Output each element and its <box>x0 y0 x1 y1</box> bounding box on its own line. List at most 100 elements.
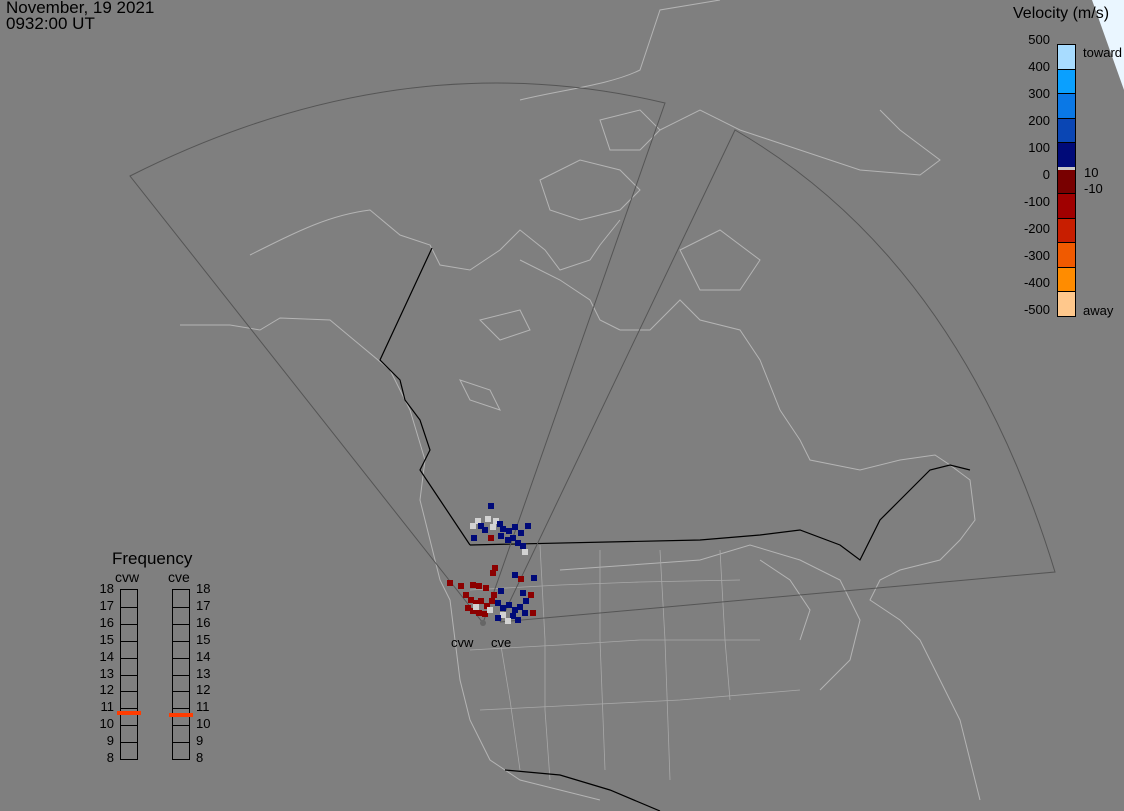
velocity-cell <box>463 592 469 598</box>
velocity-cell <box>520 543 526 549</box>
radar-fields-of-view <box>129 82 1056 624</box>
velocity-cell <box>473 604 479 610</box>
velocity-tick: 200 <box>1028 113 1050 128</box>
velocity-cell <box>510 613 516 619</box>
velocity-cell <box>528 592 534 598</box>
velocity-cell <box>495 615 501 621</box>
radar-label-cvw: cvw <box>451 635 474 650</box>
velocity-cell <box>522 549 528 555</box>
frequency-gridline <box>121 674 137 676</box>
velocity-cell <box>468 597 474 603</box>
frequency-title: Frequency <box>112 549 193 568</box>
frequency-tick: 12 <box>196 682 211 698</box>
frequency-gridline <box>173 742 189 744</box>
velocity-tick: 500 <box>1028 32 1050 47</box>
colorbar-segment <box>1058 118 1075 143</box>
frequency-gridline <box>121 606 137 608</box>
velocity-cell <box>518 530 524 536</box>
velocity-cell <box>530 610 536 616</box>
velocity-cell <box>497 521 503 527</box>
cve-fov <box>499 129 1056 623</box>
velocity-cell <box>510 535 516 541</box>
frequency-tick: 8 <box>106 750 114 765</box>
frequency-indicator-cve <box>169 712 193 717</box>
velocity-cell <box>498 533 504 539</box>
frequency-tick: 11 <box>100 699 115 715</box>
neg-threshold-label: -10 <box>1084 181 1103 196</box>
frequency-tick: 14 <box>196 648 211 664</box>
velocity-cell <box>485 516 491 522</box>
velocity-cell <box>491 592 497 598</box>
velocity-cell <box>473 600 479 606</box>
frequency-tick: 10 <box>196 716 211 732</box>
colorbar-segment <box>1058 143 1075 167</box>
colorbar-segment <box>1058 243 1075 268</box>
velocity-cell <box>470 608 476 614</box>
cvw-fov <box>129 82 666 624</box>
velocity-scale-title: Velocity (m/s) <box>1013 5 1110 22</box>
velocity-colorbar <box>1057 44 1076 317</box>
velocity-tick: -200 <box>1023 221 1050 236</box>
frequency-tick: 14 <box>99 648 114 664</box>
colorbar-segment <box>1058 166 1075 170</box>
velocity-cell <box>498 588 504 594</box>
colorbar-segment <box>1058 69 1075 94</box>
frequency-tick: 18 <box>99 581 114 596</box>
colorbar-segment <box>1058 267 1075 293</box>
velocity-cell <box>476 583 482 589</box>
frequency-radar-cve: cve <box>168 569 190 585</box>
velocity-cell <box>482 527 488 533</box>
frequency-gridline <box>173 623 189 625</box>
velocity-tick: 300 <box>1028 86 1050 101</box>
velocity-cell <box>482 611 488 617</box>
frequency-gridline <box>173 691 189 693</box>
colorbar-segment <box>1058 45 1075 70</box>
frequency-tick: 8 <box>196 750 204 765</box>
velocity-cell <box>488 535 494 541</box>
velocity-cell <box>512 572 518 578</box>
velocity-cell <box>470 523 476 529</box>
velocity-cell <box>512 524 518 530</box>
velocity-cell <box>470 582 476 588</box>
frequency-tick: 12 <box>99 682 114 698</box>
toward-label: toward <box>1083 45 1123 60</box>
colorbar-segment <box>1058 218 1075 244</box>
colorbar-segment <box>1058 169 1075 195</box>
frequency-gridline <box>173 606 189 608</box>
frequency-gridline <box>173 725 189 727</box>
velocity-cell <box>495 600 501 606</box>
frequency-gridline <box>121 742 137 744</box>
frequency-gridline <box>173 708 189 710</box>
frequency-tick: 9 <box>106 733 114 749</box>
velocity-cell <box>465 605 471 611</box>
velocity-cell <box>505 537 511 543</box>
velocity-cell <box>506 528 512 534</box>
away-label: away <box>1083 303 1114 318</box>
coastlines <box>180 0 981 801</box>
velocity-tick: -100 <box>1023 194 1050 209</box>
time-label: 0932:00 UT <box>6 14 95 33</box>
frequency-tick: 17 <box>196 597 211 613</box>
velocity-cell <box>515 617 521 623</box>
velocity-cell <box>490 524 496 530</box>
frequency-tick: 17 <box>99 597 114 613</box>
frequency-gridline <box>121 691 137 693</box>
timestamp: November, 19 2021 0932:00 UT <box>6 0 154 32</box>
frequency-gridline <box>121 640 137 642</box>
velocity-cell <box>488 503 494 509</box>
colorbar-segment <box>1058 94 1075 119</box>
velocity-cell <box>522 610 528 616</box>
velocity-cell <box>484 603 490 609</box>
velocity-cell <box>506 602 512 608</box>
velocity-cell <box>478 598 484 604</box>
frequency-gridline <box>173 657 189 659</box>
colorbar-segment <box>1058 292 1075 316</box>
frequency-gridline <box>173 674 189 676</box>
velocity-cell <box>517 604 523 610</box>
corner-highlight <box>1092 0 1124 90</box>
radar-site-marker <box>480 620 486 626</box>
national-borders <box>379 247 971 811</box>
velocity-cell <box>447 580 453 586</box>
velocity-cell <box>487 607 493 613</box>
